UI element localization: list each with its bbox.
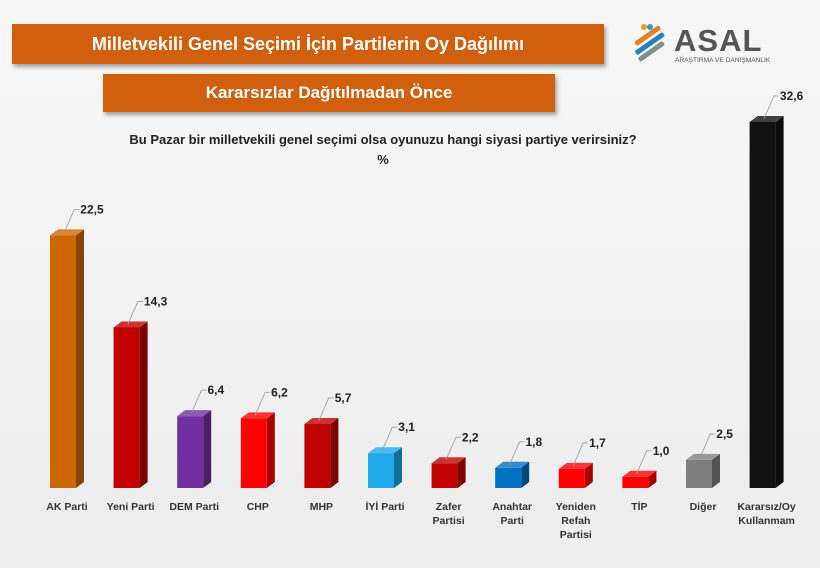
category-label: Zafer bbox=[436, 501, 462, 513]
bar-side bbox=[139, 321, 148, 488]
chart-subtitle: Kararsızlar Dağıtılmadan Önce bbox=[103, 74, 555, 112]
bar bbox=[749, 122, 776, 488]
data-label: 3,1 bbox=[398, 420, 415, 434]
leader-line bbox=[763, 95, 779, 120]
bar bbox=[113, 327, 140, 488]
category-label: Diğer bbox=[690, 501, 717, 513]
data-label: 32,6 bbox=[780, 89, 804, 103]
leader-line bbox=[254, 391, 271, 416]
category-label: DEM Parti bbox=[169, 501, 219, 513]
bar bbox=[50, 235, 76, 488]
bar bbox=[558, 468, 585, 488]
bar bbox=[495, 467, 522, 488]
leader-line bbox=[318, 397, 334, 422]
data-label: 2,2 bbox=[462, 430, 479, 444]
bar-side bbox=[394, 447, 402, 488]
logo-mark-icon bbox=[634, 24, 665, 62]
category-label: Yeniden bbox=[556, 501, 596, 513]
leader-line bbox=[572, 442, 589, 467]
category-label: Kullanmam bbox=[738, 515, 795, 527]
bar-top bbox=[431, 457, 466, 464]
data-label: 6,4 bbox=[208, 383, 225, 397]
bar-side bbox=[584, 462, 593, 488]
bar-side bbox=[76, 229, 84, 488]
leader-line bbox=[445, 436, 461, 461]
category-label: Partisi bbox=[560, 529, 592, 541]
leader-line bbox=[509, 441, 525, 465]
category-label: TİP bbox=[631, 500, 647, 513]
bar-top bbox=[50, 229, 84, 236]
category-label: Refah bbox=[561, 515, 590, 527]
bar-side bbox=[330, 418, 339, 488]
asal-logo: ASAL ARAŞTIRMA VE DANIŞMANLIK bbox=[634, 23, 771, 64]
leader-line bbox=[699, 433, 716, 458]
bar-top bbox=[177, 410, 212, 417]
category-label: CHP bbox=[247, 501, 269, 513]
data-label: 14,3 bbox=[144, 294, 168, 308]
leader-line bbox=[127, 301, 143, 325]
category-label: AK Parti bbox=[46, 501, 88, 513]
leader-line bbox=[636, 450, 652, 474]
data-label: 1,7 bbox=[589, 436, 606, 450]
category-label: Partisi bbox=[433, 515, 465, 527]
logo-wordmark: ASAL bbox=[674, 23, 762, 58]
bar-side bbox=[457, 457, 466, 488]
bar-top bbox=[558, 462, 593, 469]
bar-top bbox=[113, 321, 148, 328]
category-label: Parti bbox=[501, 515, 524, 527]
bar-top bbox=[686, 453, 720, 460]
data-label: 22,5 bbox=[80, 202, 104, 216]
bar-top bbox=[495, 461, 530, 468]
bar-side bbox=[712, 453, 720, 488]
category-label: MHP bbox=[310, 501, 333, 513]
bar-side bbox=[521, 461, 530, 488]
bar-top bbox=[749, 116, 784, 122]
data-label: 2,5 bbox=[716, 427, 733, 441]
leader-line bbox=[381, 426, 398, 451]
data-label: 1,8 bbox=[526, 435, 543, 449]
logo-tagline: ARAŞTIRMA VE DANIŞMANLIK bbox=[675, 57, 771, 64]
data-label: 6,2 bbox=[271, 385, 288, 399]
bar bbox=[368, 453, 394, 488]
bar-side bbox=[203, 410, 212, 488]
bar-side bbox=[648, 470, 657, 488]
bar-top bbox=[622, 470, 657, 477]
bar bbox=[304, 424, 331, 488]
bar-top bbox=[304, 418, 339, 425]
category-label: İYİ Parti bbox=[365, 500, 404, 513]
bar-side bbox=[266, 412, 275, 488]
leader-line bbox=[63, 208, 80, 233]
bar bbox=[431, 463, 458, 488]
bar bbox=[240, 418, 267, 488]
category-label: Yeni Parti bbox=[107, 501, 155, 513]
bar-top bbox=[368, 447, 402, 454]
bar-top bbox=[240, 412, 275, 419]
data-label: 5,7 bbox=[335, 391, 352, 405]
chart-question: Bu Pazar bir milletvekili genel seçimi o… bbox=[129, 132, 637, 147]
chart-unit: % bbox=[377, 152, 389, 167]
bar bbox=[686, 459, 712, 488]
leader-line bbox=[191, 389, 207, 414]
category-label: Anahtar bbox=[492, 501, 532, 513]
bar bbox=[622, 476, 649, 488]
data-label: 1,0 bbox=[653, 444, 670, 458]
chart-title: Milletvekili Genel Seçimi İçin Partileri… bbox=[12, 24, 604, 64]
category-label: Kararsız/Oy bbox=[737, 501, 796, 513]
bar bbox=[177, 416, 204, 488]
bar-side bbox=[775, 116, 784, 488]
